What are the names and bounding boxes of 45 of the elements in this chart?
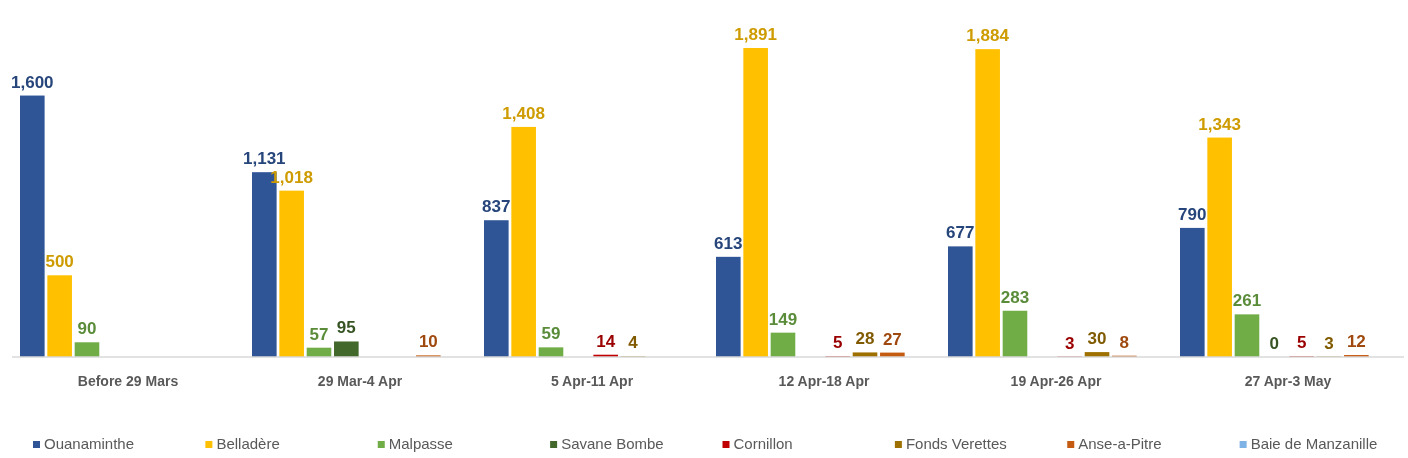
- data-label: 8: [1119, 332, 1130, 352]
- data-label: 837: [482, 197, 511, 217]
- legend-label: Fonds Verettes: [905, 435, 1007, 452]
- x-tick-label: 5 Apr-11 Apr: [550, 373, 634, 389]
- data-label: 1,408: [502, 103, 545, 123]
- legend-label: Savane Bombe: [561, 435, 664, 452]
- data-label: 3: [1324, 333, 1334, 353]
- legend-label: Baie de Manzanille: [1250, 435, 1378, 452]
- data-label: 10: [418, 332, 438, 352]
- data-label: 5: [832, 333, 843, 353]
- data-label: 1,891: [734, 25, 777, 44]
- x-tick-label: 29 Mar-4 Apr: [317, 373, 403, 389]
- data-label: 613: [714, 233, 743, 253]
- data-label: 283: [1000, 287, 1030, 307]
- x-tick-label: 19 Apr-26 Apr: [1010, 373, 1102, 389]
- data-label: 3: [1064, 333, 1075, 353]
- data-label: 1,343: [1198, 114, 1241, 134]
- data-label: 1,884: [966, 26, 1010, 46]
- legend-label: Ouanaminthe: [44, 435, 135, 452]
- x-tick-label: 12 Apr-18 Apr: [778, 373, 870, 389]
- data-label: 1,131: [243, 149, 286, 169]
- data-label: 0: [1269, 334, 1280, 353]
- data-label: 5: [1296, 333, 1307, 353]
- data-label: 57: [309, 324, 329, 344]
- data-label: 1,600: [11, 72, 54, 92]
- x-tick-label: 27 Apr-3 May: [1244, 373, 1332, 389]
- data-label: 677: [946, 223, 975, 243]
- data-label: 27: [882, 329, 902, 349]
- data-label: 500: [45, 252, 74, 272]
- data-label: 790: [1178, 204, 1207, 224]
- legend-label: Anse-a-Pitre: [1078, 435, 1162, 452]
- data-label: 28: [855, 329, 875, 349]
- data-label: 59: [541, 324, 561, 344]
- data-label: 4: [628, 333, 639, 353]
- data-label: 14: [596, 331, 616, 351]
- legend-label: Belladère: [216, 435, 280, 452]
- data-label: 95: [336, 318, 356, 338]
- data-label: 149: [768, 309, 798, 329]
- x-tick-label: Before 29 Mars: [77, 373, 179, 389]
- legend-label: Cornillon: [733, 435, 793, 452]
- data-label: 90: [77, 319, 97, 339]
- data-label: 261: [1232, 291, 1262, 311]
- legend-label: Malpasse: [388, 435, 453, 452]
- data-label: 12: [1346, 332, 1366, 352]
- data-label: 30: [1087, 329, 1107, 349]
